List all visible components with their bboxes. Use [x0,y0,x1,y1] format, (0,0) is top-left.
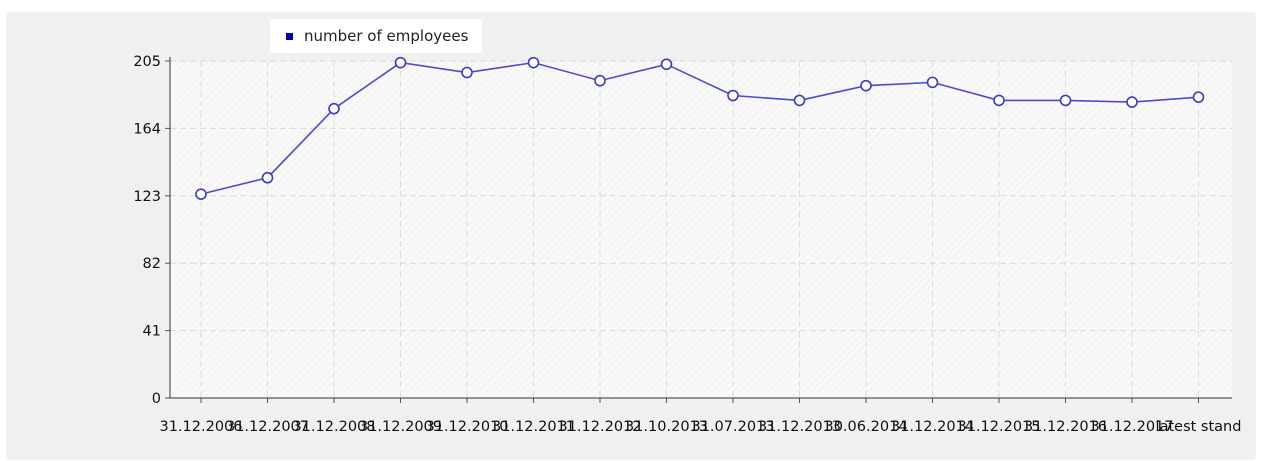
y-tick-label: 164 [133,121,161,137]
x-tick-label: 31.12.2011 [492,419,575,435]
x-tick-label: 31.12.2006 [159,419,242,435]
x-tick-label: 31.12.2017 [1090,419,1173,435]
data-point [195,188,207,200]
x-tick-label: 31.12.2014 [891,419,974,435]
data-point [860,79,872,92]
data-point [394,56,407,69]
data-point [1126,96,1138,108]
data-point [527,56,540,69]
data-point [328,102,340,115]
data-point [1059,94,1072,107]
legend-swatch [286,32,293,40]
data-point [793,94,806,107]
x-tick-label: 31.12.2008 [292,419,375,435]
x-tick-label: 31.12.2015 [957,419,1040,435]
x-tick-label: 31.12.2009 [359,419,442,435]
x-tick-label: 31.12.2007 [226,419,309,435]
y-tick-label: 41 [143,324,161,340]
series-line [200,61,1199,195]
data-point [594,74,606,87]
y-tick-label: 123 [133,189,161,205]
x-tick-label: 31.12.2013 [758,419,841,435]
y-tick-label: 205 [133,54,161,70]
x-tick-label: 30.06.2014 [824,419,907,435]
x-tick-label: 31.12.2012 [558,419,641,435]
x-tick-label: latest stand [1156,419,1242,435]
x-tick-label: 31.10.2013 [625,419,708,435]
data-point [1192,91,1205,103]
x-tick-label: 31.07.2013 [691,419,774,435]
x-tick-label: 31.12.2010 [425,419,508,435]
data-point [461,66,473,79]
y-tick-label: 82 [143,256,161,272]
x-tick-label: 31.12.2016 [1024,419,1107,435]
y-tick-label: 0 [152,391,161,407]
data-point [660,58,673,71]
plot-area [170,61,1232,398]
data-point [993,94,1005,107]
legend-label: number of employees [304,27,469,45]
data-point [261,171,274,184]
chart-legend: number of employees [270,19,483,53]
data-point [926,76,939,89]
data-point [727,89,739,102]
